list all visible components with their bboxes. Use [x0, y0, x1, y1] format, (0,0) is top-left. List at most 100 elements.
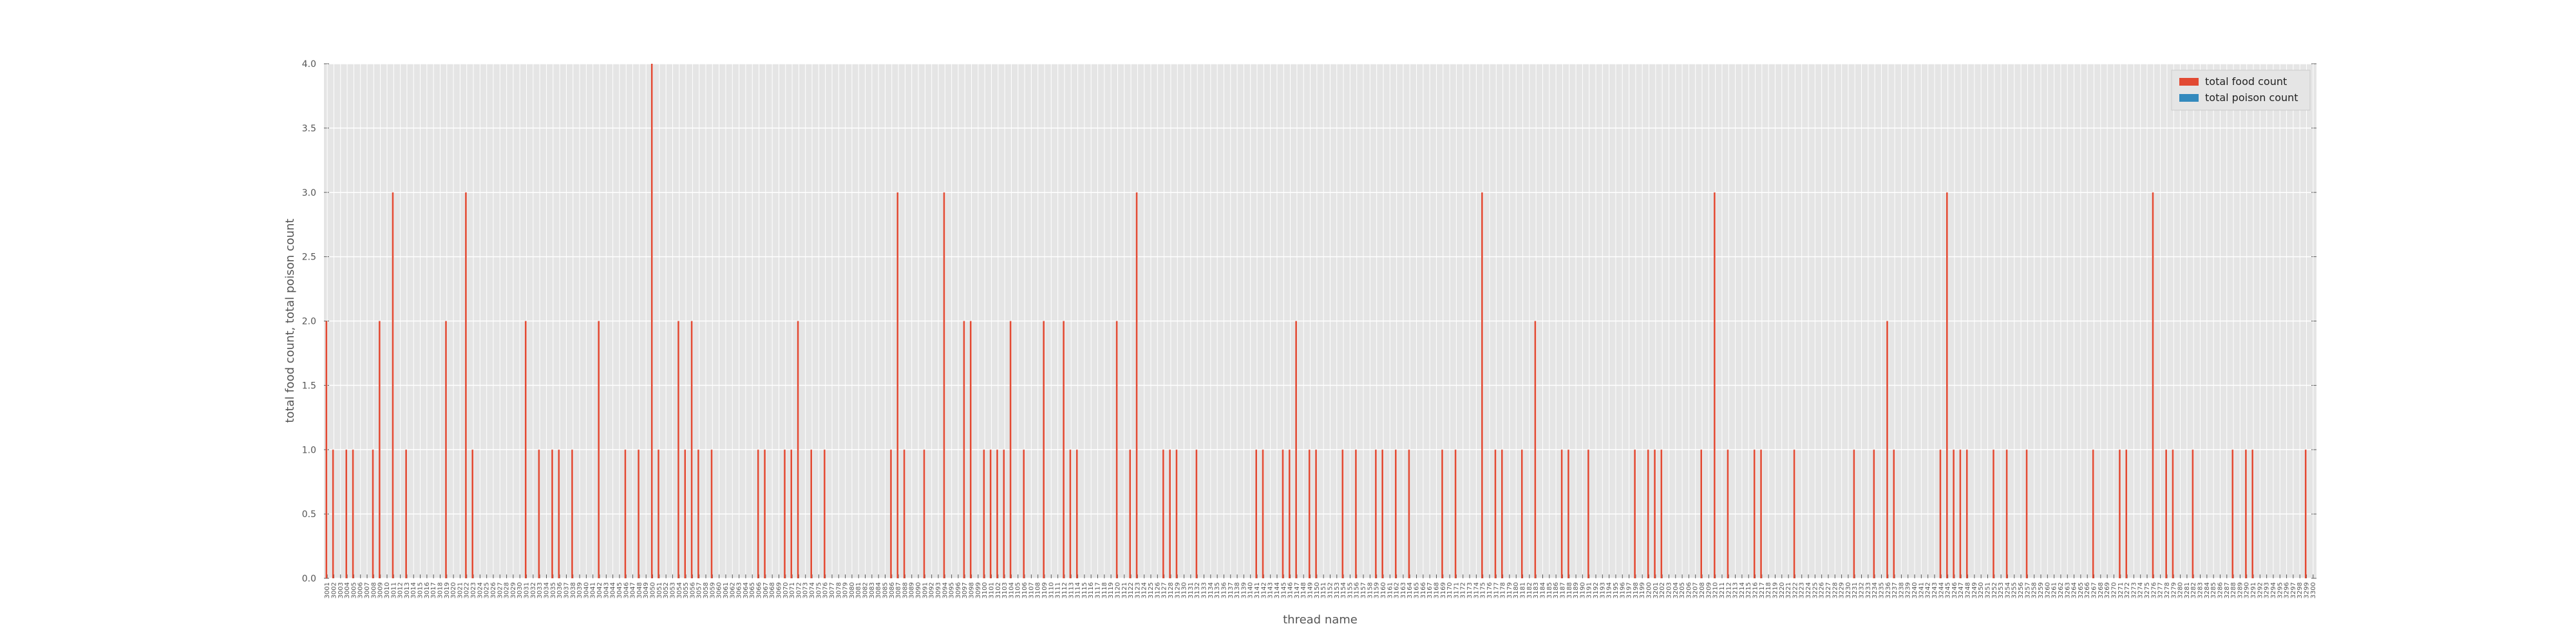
x-tick-label: 3207 — [1692, 582, 1700, 598]
bar — [1129, 450, 1132, 578]
x-tick-label: 3252 — [1991, 582, 1998, 598]
x-tick-label: 3035 — [550, 582, 557, 598]
x-tick-label: 3136 — [1220, 582, 1227, 598]
bar — [1381, 450, 1383, 578]
x-tick-label: 3193 — [1599, 582, 1606, 598]
x-tick-label: 3170 — [1446, 582, 1454, 598]
x-tick-label: 3180 — [1513, 582, 1520, 598]
x-tick-label: 3019 — [444, 582, 451, 598]
x-tick-label: 3191 — [1586, 582, 1593, 598]
x-tick-label: 3135 — [1214, 582, 1221, 598]
bar — [1534, 321, 1537, 578]
x-tick-label: 3234 — [1871, 582, 1879, 598]
y-tick-label: 1.0 — [302, 445, 316, 455]
x-tick-label: 3013 — [404, 582, 411, 598]
x-tick-label: 3285 — [2210, 582, 2217, 598]
x-tick-label: 3233 — [1865, 582, 1872, 598]
x-tick-label: 3038 — [570, 582, 577, 598]
bar — [352, 450, 354, 578]
bar — [1481, 192, 1483, 578]
x-tick-label: 3061 — [723, 582, 730, 598]
x-tick-label: 3171 — [1453, 582, 1460, 598]
x-tick-label: 3091 — [922, 582, 929, 598]
x-tick-label: 3137 — [1227, 582, 1235, 598]
x-tick-label: 3078 — [835, 582, 842, 598]
x-tick-label: 3240 — [1911, 582, 1918, 598]
x-tick-label: 3076 — [822, 582, 829, 598]
x-tick-label: 3297 — [2290, 582, 2297, 598]
legend-swatch — [2179, 94, 2199, 102]
bar — [1063, 321, 1065, 578]
x-tick-label: 3292 — [2257, 582, 2264, 598]
bar — [1308, 450, 1311, 578]
bar — [2231, 450, 2234, 578]
x-tick-label: 3032 — [530, 582, 537, 598]
x-tick-label: 3167 — [1426, 582, 1434, 598]
x-tick-label: 3261 — [2051, 582, 2058, 598]
x-tick-label: 3223 — [1799, 582, 1806, 598]
bar — [445, 321, 447, 578]
x-tick-label: 3298 — [2297, 582, 2304, 598]
x-tick-label: 3258 — [2031, 582, 2038, 598]
bar — [1262, 450, 1264, 578]
x-tick-label: 3007 — [364, 582, 371, 598]
x-tick-label: 3043 — [603, 582, 610, 598]
x-tick-label: 3243 — [1931, 582, 1938, 598]
x-tick-label: 3239 — [1905, 582, 1912, 598]
x-tick-label: 3177 — [1493, 582, 1500, 598]
x-tick-label: 3215 — [1745, 582, 1752, 598]
bar — [790, 450, 793, 578]
x-tick-label: 3108 — [1035, 582, 1042, 598]
x-tick-label: 3025 — [484, 582, 491, 598]
x-tick-label: 3047 — [630, 582, 637, 598]
x-tick-label: 3274 — [2137, 582, 2145, 598]
x-tick-label: 3046 — [623, 582, 630, 598]
x-tick-label: 3094 — [942, 582, 949, 598]
x-tick-label: 3174 — [1473, 582, 1480, 598]
x-tick-label: 3225 — [1812, 582, 1819, 598]
x-tick-label: 3187 — [1559, 582, 1566, 598]
x-tick-label: 3154 — [1340, 582, 1347, 598]
bar — [1295, 321, 1297, 578]
x-tick-label: 3186 — [1553, 582, 1560, 598]
bar — [1953, 450, 1955, 578]
x-tick-label: 3265 — [2078, 582, 2085, 598]
x-tick-label: 3055 — [683, 582, 690, 598]
x-tick-label: 3196 — [1619, 582, 1626, 598]
x-tick-label: 3060 — [716, 582, 723, 598]
x-tick-label: 3104 — [1008, 582, 1015, 598]
x-tick-label: 3275 — [2144, 582, 2151, 598]
x-tick-label: 3028 — [504, 582, 511, 598]
bar — [764, 450, 766, 578]
x-tick-label: 3158 — [1367, 582, 1374, 598]
x-tick-label: 3237 — [1891, 582, 1899, 598]
x-tick-label: 3200 — [1646, 582, 1653, 598]
y-tick-label: 3.0 — [302, 188, 316, 198]
x-tick-label: 3080 — [849, 582, 856, 598]
bar — [2304, 450, 2307, 578]
x-tick-label: 3250 — [1978, 582, 1985, 598]
bar — [638, 450, 639, 578]
x-tick-label: 3001 — [324, 582, 331, 598]
bar — [1494, 450, 1497, 578]
x-tick-label: 3259 — [2038, 582, 2045, 598]
x-tick-label: 3085 — [882, 582, 889, 598]
bar — [757, 450, 759, 578]
bar — [1760, 450, 1762, 578]
bar — [2245, 450, 2247, 578]
x-tick-label: 3077 — [829, 582, 836, 598]
x-tick-label: 3173 — [1466, 582, 1473, 598]
bar — [1587, 450, 1589, 578]
x-tick-label: 3192 — [1593, 582, 1600, 598]
bar — [538, 450, 540, 578]
bar — [1939, 450, 1942, 578]
x-tick-label: 3157 — [1360, 582, 1367, 598]
x-tick-label: 3117 — [1095, 582, 1102, 598]
x-tick-label: 3072 — [795, 582, 802, 598]
x-tick-label: 3103 — [1001, 582, 1009, 598]
bar — [1654, 450, 1656, 578]
x-tick-label: 3235 — [1878, 582, 1885, 598]
x-tick-label: 3296 — [2284, 582, 2291, 598]
x-tick-label: 3288 — [2230, 582, 2237, 598]
x-tick-label: 3002 — [330, 582, 337, 598]
